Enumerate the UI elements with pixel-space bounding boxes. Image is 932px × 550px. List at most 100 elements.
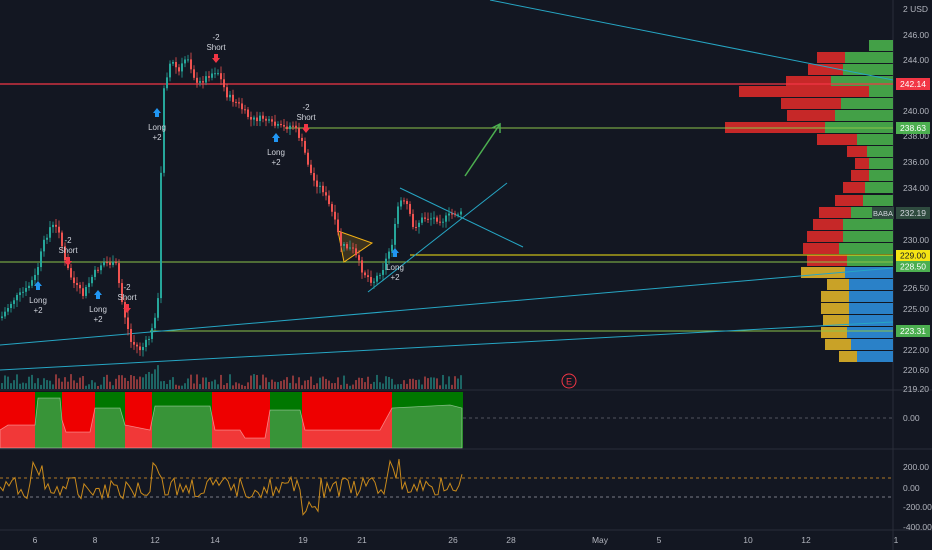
- candle-body: [88, 283, 90, 288]
- volume-bar: [403, 380, 405, 389]
- candle-body: [304, 140, 306, 153]
- vp-bar-green: [835, 110, 893, 121]
- volume-bar: [13, 380, 15, 389]
- volume-bar: [259, 385, 261, 389]
- oscillator-line[interactable]: [0, 458, 463, 516]
- vp-bar-red: [739, 86, 869, 97]
- volume-bar: [25, 383, 27, 389]
- candle-body: [52, 224, 54, 228]
- vp-bar-blue: [845, 267, 893, 278]
- signal-label-line2: +2: [93, 315, 103, 324]
- candle-body: [418, 222, 420, 228]
- symbol-tag: [872, 207, 894, 219]
- volume-bar: [268, 382, 270, 389]
- candle-body: [160, 172, 162, 299]
- candle-body: [280, 123, 282, 126]
- volume-bar: [235, 382, 237, 389]
- candle-body: [214, 73, 216, 75]
- price-axis[interactable]: 2 USD 246.00 244.00 240.00 238.00 236.00…: [903, 4, 929, 394]
- candle-body: [334, 211, 336, 220]
- volume-bar: [394, 384, 396, 389]
- volume-bar: [4, 375, 6, 389]
- time-tick: 1: [894, 535, 899, 545]
- candle-body: [343, 244, 345, 246]
- time-tick: 12: [150, 535, 160, 545]
- volume-bar: [220, 374, 222, 389]
- signal-markers: -2ShortLong+2-2ShortLong+2-2ShortLong+2-…: [29, 33, 404, 324]
- volume-bar: [343, 375, 345, 389]
- time-axis[interactable]: 6 8 12 14 19 21 26 28 May 5 10 12 1: [33, 535, 899, 545]
- candle-body: [274, 121, 276, 126]
- volume-bar: [298, 377, 300, 389]
- badge-green-upper-label: 238.63: [900, 123, 926, 133]
- candle-body: [175, 61, 177, 68]
- vp-bar-red: [803, 243, 839, 254]
- candle-body: [382, 269, 384, 275]
- candle-body: [376, 275, 378, 282]
- volume-bar: [34, 383, 36, 389]
- candle-body: [397, 206, 399, 224]
- signal-label-line2: Short: [296, 113, 316, 122]
- wedge-lower-line[interactable]: [367, 182, 508, 293]
- candle-body: [238, 102, 240, 104]
- volume-bar: [340, 384, 342, 389]
- candle-body: [202, 81, 204, 83]
- vp-bar-green: [869, 40, 893, 51]
- triangle-pattern[interactable]: [337, 230, 374, 263]
- candle-body: [61, 232, 63, 247]
- ind1-tick: 0.00: [903, 413, 920, 423]
- vp-bar-gold: [801, 267, 845, 278]
- trend-line-ascending-low[interactable]: [0, 321, 894, 371]
- wedge-upper-line[interactable]: [399, 187, 524, 248]
- volume-bar: [364, 382, 366, 389]
- candle-body: [208, 76, 210, 78]
- candle-body: [406, 201, 408, 205]
- long-arrow-icon: [153, 108, 161, 117]
- indicator-axes[interactable]: 0.00 200.00 0.00 -200.00 -400.00: [903, 413, 932, 532]
- volume-bar: [106, 374, 108, 389]
- volume-bar: [187, 378, 189, 389]
- volume-bar: [1, 383, 3, 389]
- earnings-marker[interactable]: E: [561, 373, 577, 389]
- candle-body: [337, 219, 339, 233]
- signal-label-line2: +2: [152, 133, 162, 142]
- vp-bar-blue: [857, 351, 893, 362]
- candle-body: [94, 269, 96, 277]
- indicator-trend-band[interactable]: [0, 392, 463, 449]
- candlestick-series[interactable]: [1, 52, 462, 357]
- candle-body: [256, 117, 258, 122]
- volume-bar: [202, 377, 204, 389]
- volume-bar: [460, 375, 462, 389]
- candle-body: [448, 213, 450, 216]
- signal-label-line2: Short: [117, 293, 137, 302]
- volume-bar: [241, 384, 243, 389]
- candle-body: [331, 204, 333, 212]
- vp-bar-red: [847, 146, 867, 157]
- time-tick: 14: [210, 535, 220, 545]
- candle-body: [352, 247, 354, 249]
- trend-lines[interactable]: [0, 0, 894, 371]
- vp-bar-red: [843, 182, 865, 193]
- badge-green-low: [896, 325, 930, 337]
- badge-last-price-label: 232.19: [900, 208, 926, 218]
- candle-body: [325, 192, 327, 196]
- candle-body: [121, 283, 123, 303]
- candle-body: [193, 69, 195, 78]
- vp-bar-gold: [825, 339, 851, 350]
- candle-body: [10, 303, 12, 309]
- volume-bar: [127, 381, 129, 389]
- candle-body: [310, 164, 312, 173]
- candle-body: [169, 63, 171, 78]
- vp-bar-gold: [827, 279, 849, 290]
- projection-arrow[interactable]: [464, 123, 501, 177]
- vp-bar-red: [819, 207, 851, 218]
- short-arrow-icon: [123, 304, 131, 313]
- volume-bar: [124, 377, 126, 389]
- trend-line-ascending-long[interactable]: [0, 267, 894, 346]
- volume-bar: [337, 377, 339, 389]
- volume-bar: [58, 378, 60, 389]
- candle-body: [409, 204, 411, 214]
- trend-line-descending[interactable]: [489, 0, 894, 81]
- volume-bar: [331, 383, 333, 389]
